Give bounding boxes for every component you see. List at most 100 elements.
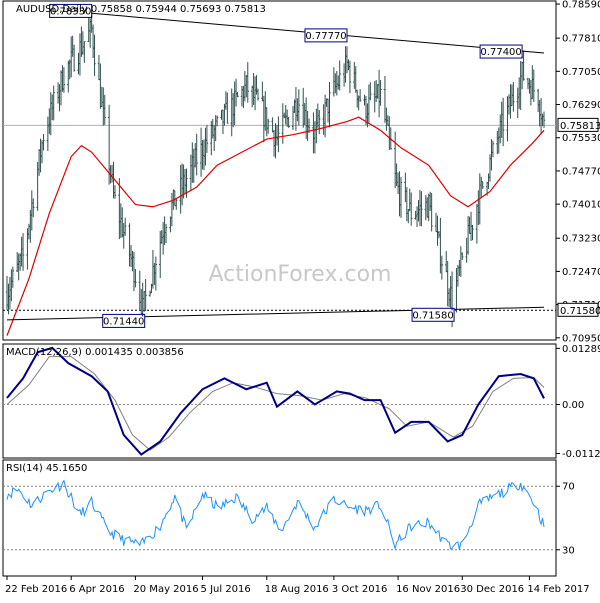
macd-y-tick-1: 0.00 bbox=[562, 400, 584, 411]
rsi-value: 45.1650 bbox=[45, 463, 88, 474]
price-bar bbox=[420, 191, 423, 227]
price-bar bbox=[52, 85, 55, 121]
price-bar bbox=[62, 67, 66, 93]
annotation-0.78330: 0.78330 bbox=[49, 3, 93, 18]
high-value: 0.75944 bbox=[135, 4, 177, 15]
annotation-0.71580: 0.71580 bbox=[411, 307, 455, 322]
annotation-label: 0.71580 bbox=[412, 310, 453, 321]
current-price-label: 0.75813 bbox=[560, 121, 600, 132]
price-bar bbox=[532, 69, 535, 102]
price-bar bbox=[72, 44, 76, 72]
price-bar bbox=[297, 89, 301, 126]
macd-main-value: 0.001435 bbox=[85, 347, 133, 358]
price-bar bbox=[318, 109, 321, 135]
price-bar bbox=[83, 41, 86, 63]
price-bar bbox=[134, 269, 137, 288]
level-tag: 0.71580 bbox=[557, 302, 600, 317]
rsi-pane-frame bbox=[2, 459, 557, 577]
price-bar bbox=[338, 60, 341, 91]
level-tag-label: 0.71580 bbox=[560, 306, 600, 317]
macd-header: MACD(12,26,9) 0.001435 0.003856 bbox=[6, 347, 184, 358]
x-tick-label-3: 5 Jul 2016 bbox=[201, 584, 251, 595]
price-bar bbox=[542, 111, 546, 128]
price-bar bbox=[440, 255, 444, 280]
price-y-tick-7: 0.73230 bbox=[562, 234, 600, 245]
x-tick-label-8: 14 Feb 2017 bbox=[527, 584, 589, 595]
price-bars bbox=[5, 9, 546, 328]
macd-label: MACD(12,26,9) bbox=[6, 347, 82, 358]
rsi-header: RSI(14) 45.1650 bbox=[6, 463, 87, 474]
rsi-label: RSI(14) bbox=[6, 463, 43, 474]
price-bar bbox=[21, 233, 25, 271]
price-bar bbox=[512, 81, 515, 112]
annotation-label: 0.71440 bbox=[103, 316, 144, 327]
price-bar bbox=[379, 79, 382, 106]
annotation-0.77770: 0.77770 bbox=[304, 28, 348, 43]
price-bar bbox=[430, 192, 433, 232]
x-tick-label-0: 22 Feb 2016 bbox=[5, 584, 67, 595]
price-bar bbox=[481, 181, 484, 189]
open-value: 0.75858 bbox=[90, 4, 133, 15]
price-y-tick-10: 0.70950 bbox=[562, 333, 600, 344]
price-y-tick-1: 0.77810 bbox=[562, 34, 600, 45]
x-tick-label-7: 30 Dec 2016 bbox=[460, 584, 524, 595]
annotation-0.77400: 0.77400 bbox=[479, 44, 523, 59]
rsi-line bbox=[6, 479, 545, 551]
price-bar bbox=[277, 116, 280, 153]
price-bar bbox=[103, 94, 106, 125]
price-bar bbox=[32, 198, 35, 218]
price-bar bbox=[399, 177, 403, 218]
price-bar bbox=[236, 91, 239, 98]
annotation-label: 0.77770 bbox=[305, 31, 346, 42]
price-y-tick-4: 0.75530 bbox=[562, 133, 600, 144]
price-bar bbox=[205, 124, 209, 154]
price-bar bbox=[123, 217, 127, 236]
price-bar bbox=[328, 81, 331, 128]
price-bar bbox=[369, 82, 372, 101]
watermark: ActionForex.com bbox=[209, 262, 392, 287]
x-tick-label-6: 16 Nov 2016 bbox=[396, 584, 460, 595]
rsi-pane: 70 30 bbox=[2, 459, 575, 577]
rsi-y-tick-0: 70 bbox=[562, 482, 575, 493]
price-y-tick-6: 0.74010 bbox=[562, 200, 600, 211]
rsi-y-tick-1: 30 bbox=[562, 545, 575, 556]
price-y-tick-0: 0.78590 bbox=[562, 0, 600, 11]
price-y-tick-8: 0.72470 bbox=[562, 267, 600, 278]
price-bar bbox=[287, 117, 290, 128]
price-bar bbox=[93, 34, 96, 76]
price-bar bbox=[267, 118, 270, 134]
price-bar bbox=[410, 192, 413, 226]
price-bar bbox=[491, 140, 495, 158]
macd-signal-line bbox=[6, 356, 545, 451]
price-bar bbox=[522, 50, 525, 81]
price-bar bbox=[164, 223, 168, 244]
x-tick-label-1: 6 Apr 2016 bbox=[69, 584, 124, 595]
low-value: 0.75693 bbox=[180, 4, 222, 15]
price-bar bbox=[195, 133, 198, 176]
price-bar bbox=[226, 92, 229, 124]
macd-main-line bbox=[6, 346, 545, 456]
price-bar bbox=[471, 224, 474, 241]
macd-pane-frame bbox=[2, 343, 557, 459]
x-tick-label-4: 18 Aug 2016 bbox=[265, 584, 329, 595]
price-bar bbox=[256, 88, 260, 101]
macd-pane: 0.012894 0.00 -0.011253 bbox=[2, 343, 600, 460]
price-bar bbox=[348, 60, 352, 94]
macd-y-tick-2: -0.011253 bbox=[562, 449, 600, 460]
symbol-label: AUDUSD,Daily bbox=[16, 4, 88, 15]
price-bar bbox=[215, 115, 219, 127]
x-tick-label-2: 20 May 2016 bbox=[133, 584, 198, 595]
annotation-label: 0.77400 bbox=[480, 47, 521, 58]
price-bar bbox=[154, 256, 158, 291]
price-bar bbox=[246, 62, 249, 103]
annotation-0.71440: 0.71440 bbox=[102, 313, 146, 328]
date-axis: 22 Feb 2016 6 Apr 2016 20 May 2016 5 Jul 20… bbox=[5, 576, 590, 595]
price-bar bbox=[42, 133, 45, 151]
close-value: 0.75813 bbox=[224, 4, 266, 15]
price-pane: ActionForex.com 0.78590 0.77810 0.77050 0.76… bbox=[2, 0, 600, 344]
x-tick-label-5: 3 Oct 2016 bbox=[332, 584, 387, 595]
annotation-label: 0.78330 bbox=[50, 6, 91, 17]
price-y-tick-2: 0.77050 bbox=[562, 67, 600, 78]
